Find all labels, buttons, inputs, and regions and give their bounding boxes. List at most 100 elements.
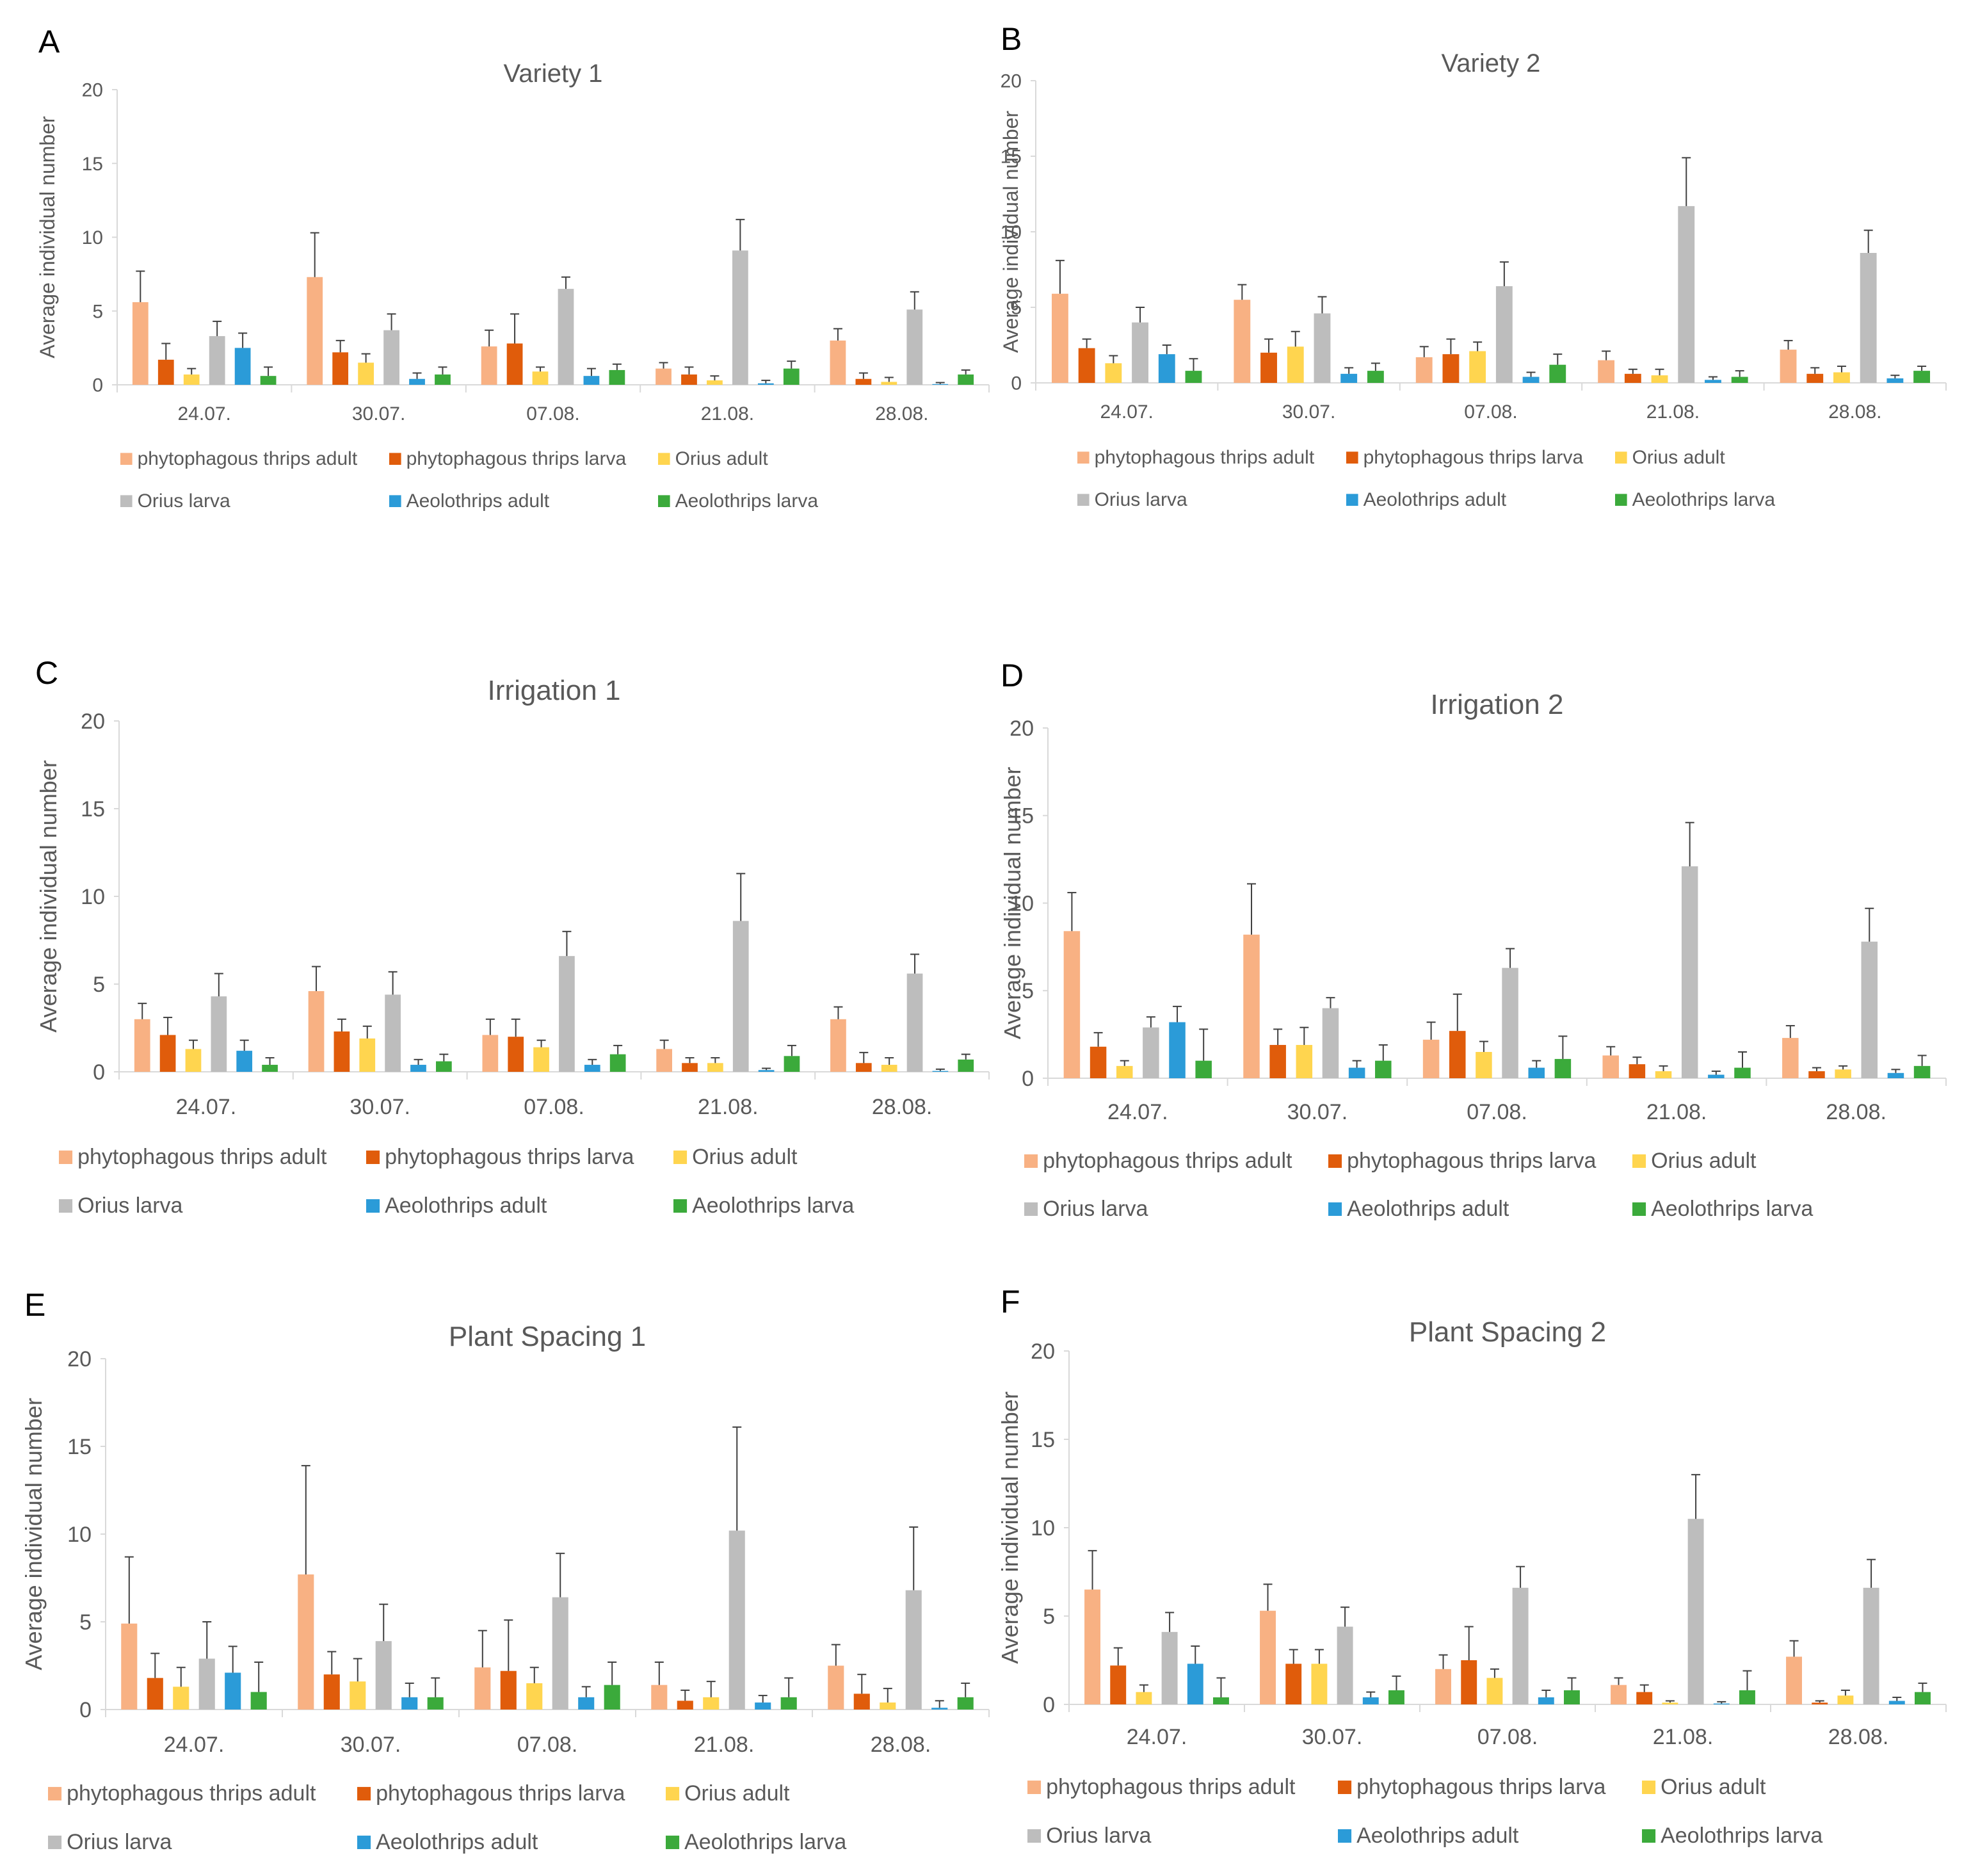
bar-aeolothrips-larva: [1549, 364, 1566, 383]
panel-label: F: [1001, 1284, 1020, 1320]
legend-label: Orius larva: [1046, 1823, 1151, 1848]
x-tick-label: 30.07.: [350, 1095, 410, 1119]
bar-orius-adult: [1476, 1051, 1492, 1078]
legend-label: Orius adult: [692, 1145, 798, 1169]
y-tick-label: 5: [93, 973, 105, 997]
bar-phytophagous-thrips-adult: [1422, 1039, 1440, 1078]
bar-aeolothrips-larva: [609, 1054, 626, 1072]
y-tick-label: 15: [1031, 1428, 1055, 1452]
bar-orius-larva: [559, 956, 575, 1072]
bar-orius-larva: [1314, 313, 1331, 383]
panel-label: E: [24, 1287, 45, 1323]
x-tick-label: 24.07.: [177, 403, 230, 425]
bar-phytophagous-thrips-adult: [307, 277, 323, 385]
legend-swatch: [1642, 1780, 1656, 1794]
legend-swatch: [120, 453, 133, 465]
bar-orius-larva: [1681, 866, 1698, 1078]
bar-phytophagous-thrips-adult: [828, 1665, 844, 1710]
panel-a: A Variety 1 Average individual number 0 5 10 1…: [36, 24, 990, 512]
x-tick-label: 24.07.: [1100, 401, 1153, 423]
legend-swatch: [673, 1199, 688, 1213]
y-tick-label: 5: [79, 1610, 92, 1635]
bar-phytophagous-thrips-larva: [1260, 352, 1277, 383]
bar-orius-larva: [905, 1590, 922, 1710]
y-tick-label: 20: [67, 1347, 92, 1371]
bar-phytophagous-thrips-larva: [157, 359, 174, 385]
bar-phytophagous-thrips-adult: [1084, 1589, 1100, 1704]
bar-aeolothrips-larva: [1195, 1060, 1212, 1078]
bar-aeolothrips-larva: [1731, 376, 1748, 383]
legend-label: Orius larva: [77, 1193, 182, 1218]
bar-aeolothrips-adult: [1528, 1067, 1545, 1078]
y-tick-label: 20: [1001, 71, 1022, 92]
bar-orius-adult: [350, 1681, 366, 1710]
bar-phytophagous-thrips-larva: [500, 1670, 517, 1710]
bar-phytophagous-thrips-larva: [332, 352, 349, 385]
bar-orius-larva: [211, 996, 227, 1072]
legend-label: Orius adult: [1661, 1775, 1766, 1799]
bar-phytophagous-thrips-larva: [1636, 1692, 1653, 1704]
bar-aeolothrips-larva: [435, 374, 451, 385]
x-tick-label: 28.08.: [872, 1095, 933, 1119]
bar-phytophagous-thrips-larva: [323, 1674, 340, 1710]
panel-f: F Plant Spacing 2 Average individual numbe…: [997, 1284, 1947, 1848]
x-tick-label: 28.08.: [1826, 1100, 1887, 1124]
bar-orius-larva: [732, 921, 749, 1072]
bar-orius-adult: [1833, 372, 1850, 383]
legend-label: phytophagous thrips adult: [67, 1781, 316, 1806]
y-axis-label: Average individual number: [997, 1391, 1023, 1664]
legend-swatch: [1338, 1780, 1352, 1794]
bar-aeolothrips-larva: [1367, 371, 1384, 383]
x-tick-label: 28.08.: [1828, 401, 1881, 423]
legend-label: phytophagous thrips adult: [138, 448, 358, 469]
y-tick-label: 10: [1001, 222, 1022, 243]
bar-orius-larva: [1512, 1587, 1529, 1704]
bar-phytophagous-thrips-adult: [651, 1685, 668, 1710]
chart-title: Irrigation 1: [488, 675, 621, 706]
bar-orius-adult: [359, 1038, 376, 1072]
bar-aeolothrips-adult: [1888, 1701, 1905, 1704]
bar-phytophagous-thrips-adult: [482, 1035, 499, 1072]
panel-b: B Variety 2 Average individual number 0 5 10 1…: [999, 21, 1947, 510]
bar-phytophagous-thrips-adult: [1611, 1685, 1627, 1704]
bar-aeolothrips-larva: [1388, 1690, 1404, 1704]
bar-orius-larva: [209, 336, 225, 385]
y-tick-label: 15: [82, 154, 103, 175]
bar-orius-adult: [532, 371, 549, 385]
bar-phytophagous-thrips-larva: [1629, 1064, 1646, 1078]
bar-phytophagous-thrips-larva: [853, 1694, 870, 1710]
bar-orius-larva: [906, 973, 923, 1072]
bar-orius-adult: [881, 382, 897, 385]
bar-orius-adult: [880, 1702, 896, 1710]
bar-phytophagous-thrips-adult: [1260, 1610, 1276, 1704]
panel-e: E Plant Spacing 1 Average individual numbe…: [20, 1287, 990, 1854]
bar-phytophagous-thrips-larva: [1806, 373, 1824, 383]
legend-label: Aeolothrips larva: [1651, 1197, 1813, 1221]
bar-phytophagous-thrips-adult: [1435, 1669, 1451, 1704]
bar-phytophagous-thrips-adult: [1051, 293, 1068, 383]
bar-aeolothrips-adult: [1522, 376, 1540, 383]
legend-swatch: [673, 1150, 688, 1164]
bar-orius-larva: [1337, 1626, 1353, 1704]
bar-phytophagous-thrips-larva: [1461, 1660, 1477, 1704]
y-tick-label: 0: [93, 1060, 105, 1085]
y-axis-label: Average individual number: [999, 111, 1022, 353]
bar-orius-adult: [1837, 1695, 1854, 1704]
legend-label: Aeolothrips adult: [1364, 489, 1507, 510]
y-tick-label: 0: [92, 375, 103, 396]
legend-label: phytophagous thrips adult: [1095, 447, 1315, 468]
y-tick-label: 5: [92, 301, 103, 322]
y-axis-label: Average individual number: [20, 1398, 47, 1670]
x-tick-label: 07.08.: [1477, 1725, 1538, 1749]
legend-swatch: [389, 495, 401, 507]
x-tick-label: 30.07.: [352, 403, 405, 425]
bar-phytophagous-thrips-larva: [855, 1063, 872, 1072]
y-tick-label: 20: [1031, 1339, 1055, 1364]
legend-swatch: [1328, 1154, 1342, 1168]
legend-swatch: [1615, 494, 1627, 506]
legend-label: Aeolothrips larva: [1661, 1823, 1822, 1848]
bar-phytophagous-thrips-adult: [121, 1623, 138, 1710]
legend-swatch: [1346, 451, 1358, 464]
bar-phytophagous-thrips-larva: [1812, 1702, 1828, 1704]
